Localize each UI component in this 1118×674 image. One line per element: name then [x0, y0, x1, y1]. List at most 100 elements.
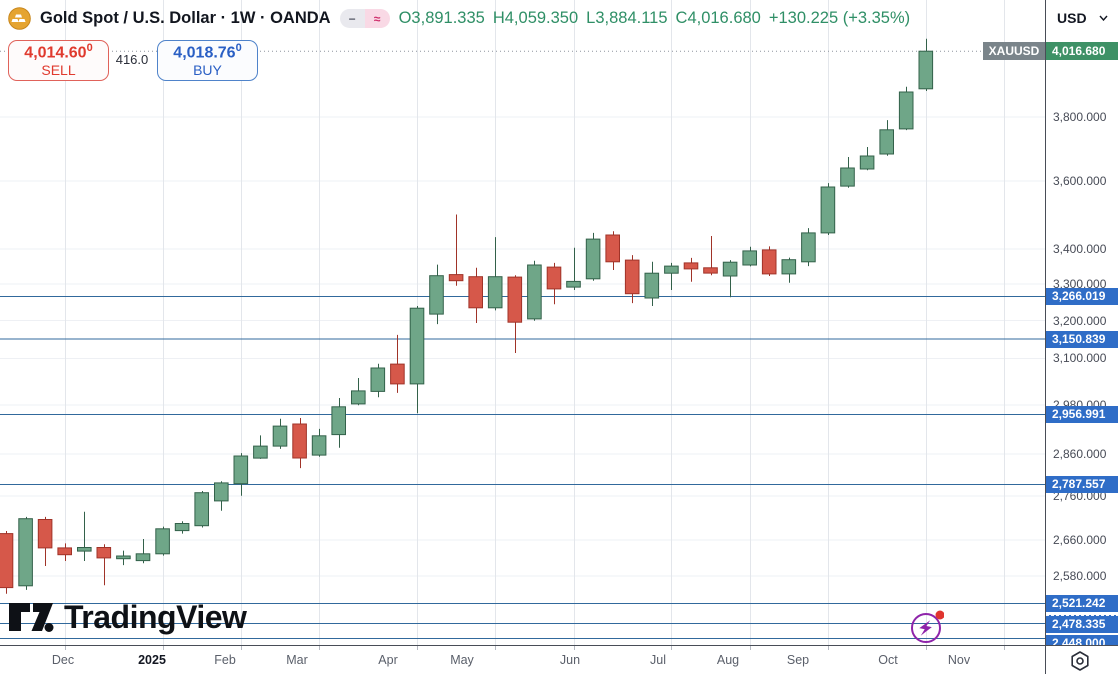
price-axis[interactable]: USD 3,800.000 3,600.000 3,400.000 3,300.000…: [1045, 0, 1118, 645]
candle-body: [96, 547, 112, 559]
candle-body: [0, 533, 14, 589]
candle-body: [18, 518, 33, 587]
ohlc-high: H4,059.350: [492, 9, 579, 27]
time-axis-label: 2025: [138, 653, 166, 667]
candle-body: [703, 267, 718, 274]
candle-body: [918, 50, 934, 90]
time-axis-tick: [926, 646, 927, 650]
price-tick-label: 3,400.000: [1053, 241, 1107, 256]
time-axis-label: Feb: [214, 653, 236, 667]
time-axis-label: Sep: [786, 653, 810, 667]
time-axis-label: Nov: [947, 653, 971, 667]
candle-body: [566, 280, 581, 288]
chevron-down-icon: [1099, 15, 1108, 21]
price-tick-label: 3,300.000: [1053, 277, 1107, 292]
time-axis-tick: [163, 646, 164, 650]
candle-body: [605, 234, 621, 263]
candle-body: [487, 276, 503, 309]
candle-body: [272, 425, 288, 447]
candle-body: [585, 238, 601, 280]
price-level-label[interactable]: 2,478.335: [1046, 615, 1118, 634]
time-axis-tick: [241, 646, 242, 650]
candle-body: [292, 423, 307, 459]
symbol-title[interactable]: Gold Spot / U.S. Dollar · 1W · OANDA: [40, 9, 331, 27]
candle-body: [429, 275, 444, 315]
price-tick-label: 2,580.000: [1053, 569, 1107, 584]
market-status-pills[interactable]: − ≈: [339, 9, 390, 28]
axis-corner: [1045, 645, 1118, 674]
ohlc-values: O3,891.335 H4,059.350 L3,884.115 C4,016.…: [399, 9, 911, 28]
sell-button[interactable]: 4,014.600 SELL: [8, 40, 109, 81]
time-axis-tick: [319, 646, 320, 650]
candle-body: [761, 249, 777, 275]
candle-body: [370, 367, 386, 392]
time-axis-label: Jul: [650, 653, 666, 667]
candle-body: [116, 555, 131, 560]
price-level-label[interactable]: 2,521.242: [1046, 594, 1118, 612]
time-axis-tick: [65, 646, 66, 650]
candle-body: [801, 232, 816, 263]
ohlc-close: C4,016.680: [675, 9, 761, 27]
buy-price: 4,018.760: [173, 42, 242, 62]
time-axis-label: Mar: [286, 653, 308, 667]
spread-value: 416.0: [115, 52, 149, 67]
candle-body: [233, 455, 249, 485]
candle-body: [644, 272, 660, 299]
candle-body: [781, 259, 797, 275]
candle-body: [37, 519, 53, 549]
candle-body: [351, 390, 366, 405]
time-axis-tick: [417, 646, 418, 650]
time-axis-label: Aug: [716, 653, 740, 667]
price-level-label[interactable]: 2,787.557: [1046, 475, 1118, 493]
time-axis-label: Dec: [51, 653, 75, 667]
ohlc-low: L3,884.115: [586, 9, 668, 27]
last-price-label: 4,016.680: [1046, 42, 1118, 61]
time-axis-label: Apr: [378, 653, 398, 667]
candle-body: [546, 266, 562, 290]
price-tick-label: 2,860.000: [1053, 446, 1107, 461]
sell-price: 4,014.600: [24, 42, 93, 62]
candle-body: [331, 406, 346, 436]
candle-body: [820, 186, 836, 234]
price-tick-label: 3,200.000: [1053, 313, 1107, 328]
ohlc-open: O3,891.335: [398, 9, 485, 27]
candle-body: [311, 435, 327, 456]
price-level-label[interactable]: 2,956.991: [1046, 405, 1118, 423]
candle-body: [468, 276, 483, 309]
axis-settings-icon[interactable]: [1068, 649, 1092, 673]
tradingview-logo[interactable]: TradingView: [8, 598, 247, 636]
tradingview-logo-mark: [9, 603, 54, 632]
price-level-label[interactable]: 3,266.019: [1046, 288, 1118, 306]
buy-button[interactable]: 4,018.760 BUY: [157, 40, 258, 81]
delayed-data-icon: ≈: [364, 9, 390, 28]
price-level-label[interactable]: 3,150.839: [1046, 330, 1118, 348]
candle-body: [409, 307, 425, 385]
candle-body: [664, 265, 679, 274]
time-axis[interactable]: Dec 2025 Feb Mar Apr May Jun Jul Aug Sep Oct Nov: [0, 645, 1045, 674]
price-tick-label: 3,100.000: [1053, 351, 1107, 366]
price-tick-label: 3,800.000: [1053, 109, 1107, 124]
candle-body: [507, 276, 523, 323]
currency-selector[interactable]: USD: [1046, 0, 1118, 36]
price-tick-label: 2,660.000: [1053, 532, 1107, 547]
tradingview-logo-text: TradingView: [64, 598, 247, 635]
notification-dot: [935, 610, 945, 620]
candle-body: [624, 259, 640, 295]
boost-lightning-icon[interactable]: [906, 609, 945, 645]
chart-pane[interactable]: Gold Spot / U.S. Dollar · 1W · OANDA − ≈…: [0, 0, 1045, 645]
time-axis-tick: [671, 646, 672, 650]
candle-body: [174, 523, 190, 532]
candle-body: [683, 262, 699, 270]
candle-body: [859, 155, 875, 170]
last-price-symbol-label: XAUUSD: [983, 42, 1045, 61]
buy-label: BUY: [193, 62, 222, 79]
candle-body: [840, 167, 855, 187]
market-closed-icon: −: [339, 9, 365, 28]
candle-body: [253, 445, 268, 459]
price-level-label[interactable]: 2,448.000: [1046, 635, 1118, 645]
candle-body: [898, 91, 914, 130]
candle-body: [879, 129, 895, 155]
time-axis-label: Oct: [878, 653, 898, 667]
time-axis-tick: [828, 646, 829, 650]
